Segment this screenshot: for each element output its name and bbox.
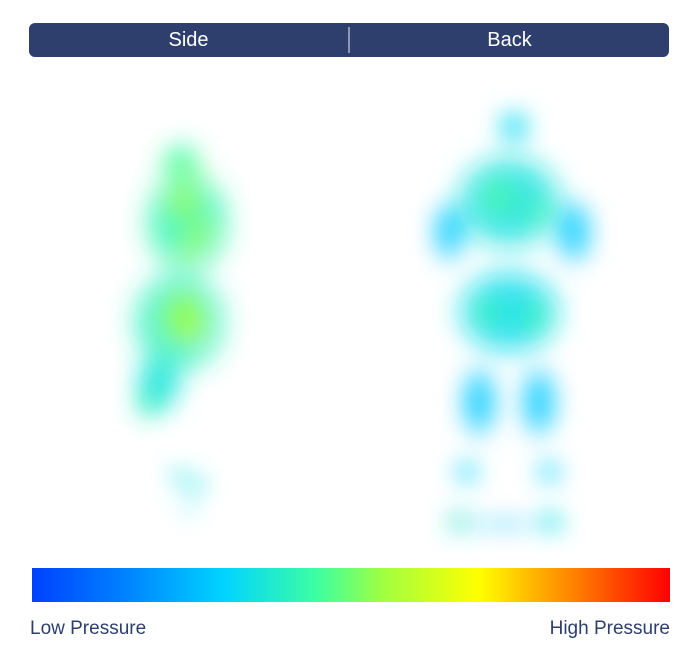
tab-back[interactable]: Back — [350, 23, 669, 57]
heatmap-back — [349, 82, 669, 552]
colorbar — [32, 568, 670, 602]
tab-back-label: Back — [487, 29, 531, 52]
view-tabs: Side Back — [29, 23, 669, 57]
tab-side[interactable]: Side — [29, 23, 348, 57]
pressure-map-card: Side Back Low Pressure High Pressure — [0, 0, 700, 663]
colorbar-labels: Low Pressure High Pressure — [30, 618, 670, 648]
tab-side-label: Side — [168, 29, 208, 52]
heatmap-panels — [29, 82, 669, 552]
heatmap-side — [29, 82, 349, 552]
colorbar-high-label: High Pressure — [550, 618, 670, 640]
colorbar-low-label: Low Pressure — [30, 618, 146, 640]
